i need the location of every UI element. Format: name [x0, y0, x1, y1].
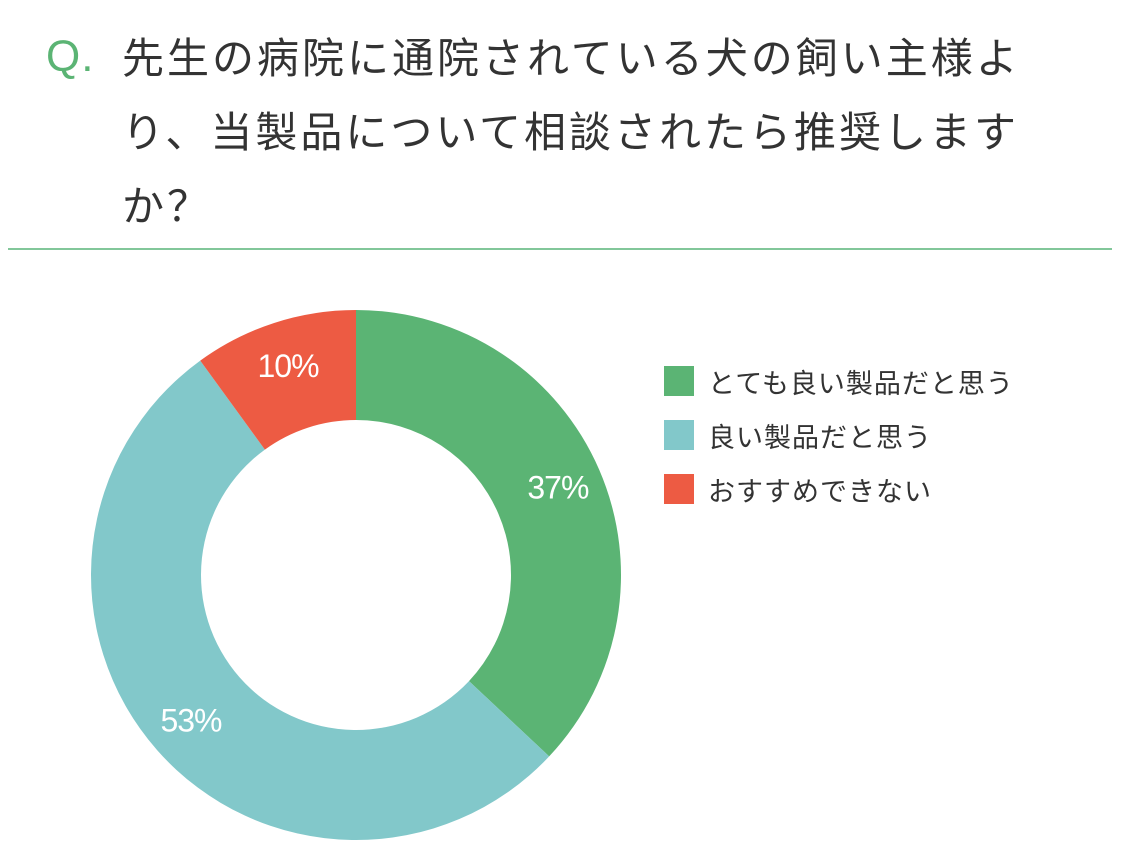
divider-line: [8, 248, 1112, 250]
chart-legend: とても良い製品だと思う 良い製品だと思う おすすめできない: [664, 354, 1014, 516]
question-prefix: Q.: [46, 32, 95, 81]
legend-item-1: とても良い製品だと思う: [664, 354, 1014, 408]
slice-label-3: 10%: [257, 348, 319, 384]
legend-label: 良い製品だと思う: [708, 422, 932, 454]
legend-item-2: 良い製品だと思う: [664, 408, 1014, 462]
legend-swatch: [664, 366, 694, 396]
slice-label-2: 53%: [160, 702, 222, 738]
donut-slice-2: [90, 360, 550, 840]
question-text: 先生の病院に通院されている犬の飼い主様より、当製品について相談されたら推奨します…: [122, 34, 1021, 231]
legend-swatch: [664, 474, 694, 504]
donut-slice-1: [356, 310, 621, 757]
donut-slice-3: [200, 310, 356, 450]
donut-chart: 37% 53% 10%: [0, 260, 1126, 860]
slice-label-1: 37%: [527, 470, 589, 506]
legend-item-3: おすすめできない: [664, 462, 1014, 516]
legend-label: おすすめできない: [708, 476, 932, 508]
donut-chart-svg: 37% 53% 10%: [90, 310, 621, 840]
legend-swatch: [664, 420, 694, 450]
legend-label: とても良い製品だと思う: [708, 368, 1014, 400]
